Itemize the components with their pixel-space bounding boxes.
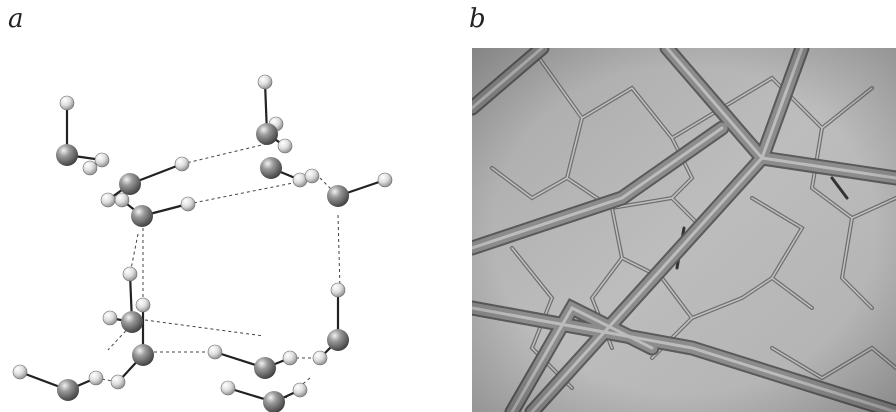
small-atom — [174, 156, 190, 172]
cage-diagram — [12, 74, 393, 412]
large-atom — [119, 173, 141, 195]
small-atom — [292, 382, 308, 398]
small-atom — [100, 192, 116, 208]
small-atom — [82, 160, 98, 176]
small-atom — [207, 344, 223, 360]
small-atom — [114, 192, 130, 208]
small-atom — [257, 74, 273, 90]
small-atom — [282, 350, 298, 366]
small-atom — [277, 138, 293, 154]
large-atom — [56, 144, 78, 166]
large-atom — [327, 185, 349, 207]
large-atom — [132, 344, 154, 366]
small-atom — [180, 196, 196, 212]
tube-network-render — [472, 48, 896, 412]
small-atom — [110, 374, 126, 390]
panel-label-b: b — [469, 4, 486, 34]
large-atom — [254, 357, 276, 379]
hbond — [187, 181, 299, 205]
hbond — [144, 319, 265, 337]
large-atom — [121, 311, 143, 333]
large-atom — [260, 157, 282, 179]
small-atom — [94, 152, 110, 168]
small-atom — [220, 380, 236, 396]
large-atom — [57, 379, 79, 401]
large-atom — [263, 391, 285, 412]
panel-b-tube-network — [472, 48, 896, 412]
hbond — [129, 233, 139, 275]
panel-a-molecular-cage — [0, 40, 430, 412]
small-atom — [135, 297, 151, 313]
panel-label-a: a — [8, 4, 24, 34]
small-atom — [122, 266, 138, 282]
hbond — [319, 177, 339, 197]
large-atom — [256, 123, 278, 145]
small-atom — [304, 168, 320, 184]
small-atom — [12, 364, 28, 380]
small-atom — [102, 310, 118, 326]
render-vignette — [472, 48, 896, 412]
hbond — [337, 214, 341, 291]
large-atom — [327, 329, 349, 351]
covalent-bonds — [19, 81, 386, 404]
small-atom — [330, 282, 346, 298]
small-atom — [59, 95, 75, 111]
large-atoms — [56, 123, 349, 412]
small-atom — [377, 172, 393, 188]
large-atom — [131, 205, 153, 227]
small-atoms — [12, 74, 393, 398]
hbond — [181, 143, 267, 165]
small-atom — [88, 370, 104, 386]
small-atom — [312, 350, 328, 366]
hydrogen-bonds — [89, 143, 341, 401]
